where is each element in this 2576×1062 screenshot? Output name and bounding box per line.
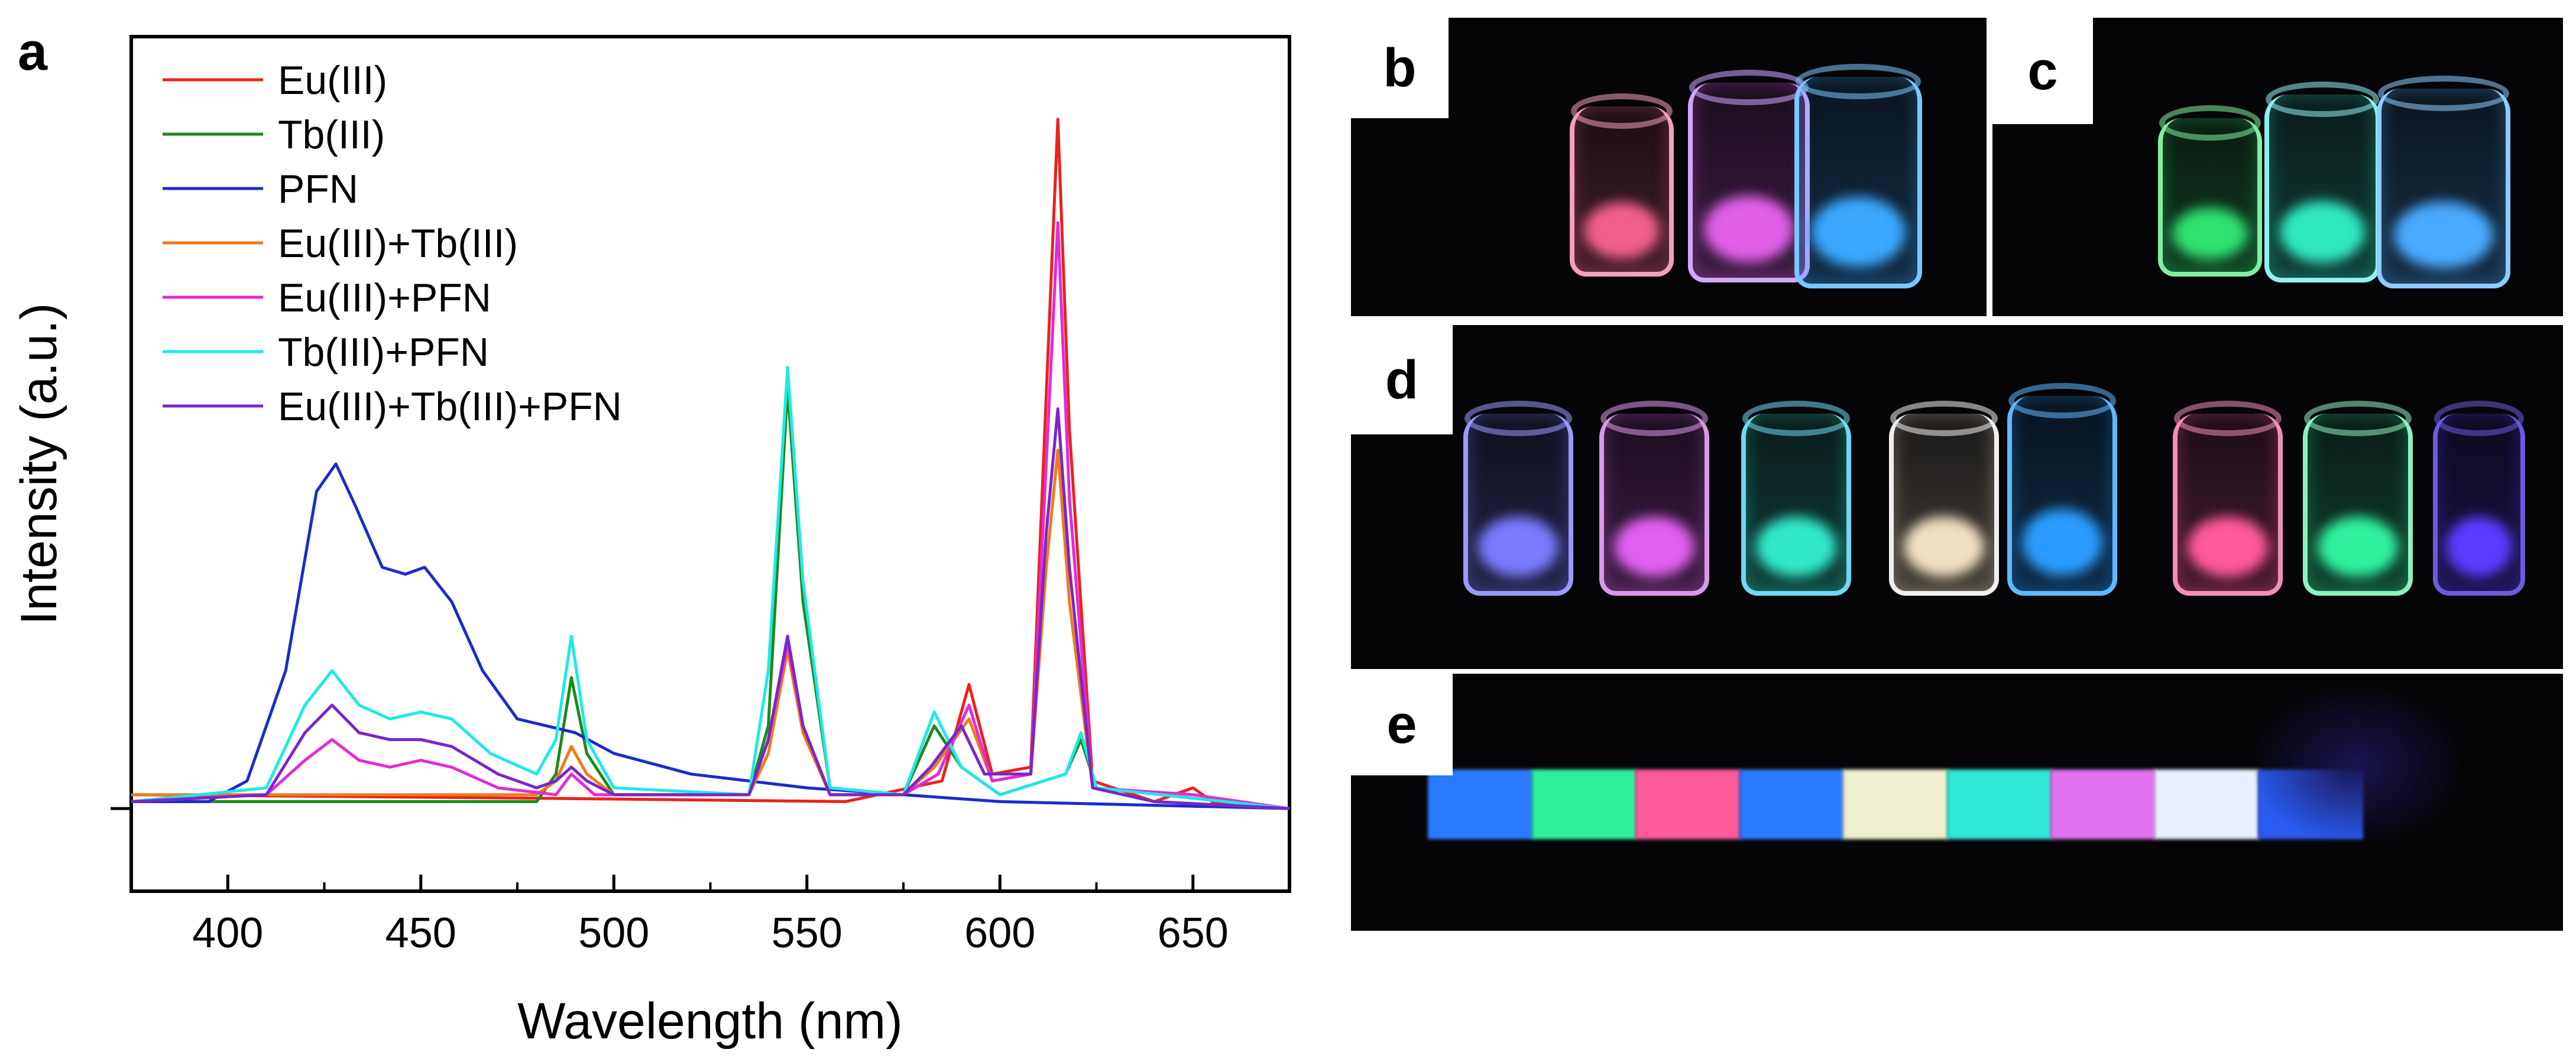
- vial-c-1: [2158, 105, 2262, 277]
- vial-powder: [2172, 207, 2248, 260]
- plot-frame: [129, 35, 1291, 893]
- vial-b-3: [1794, 64, 1922, 288]
- vial-d-7: [2303, 401, 2413, 596]
- vial-b-2: [1688, 70, 1810, 282]
- vial-powder: [1614, 517, 1694, 577]
- strip-spot-1: [1428, 769, 1533, 839]
- series-line-4: [131, 449, 1290, 810]
- panel-label-d: d: [1351, 325, 1453, 434]
- legend-label: Eu(III)+Tb(III): [278, 221, 518, 266]
- photo-panel-d: d: [1351, 325, 2563, 669]
- panel-label-e: e: [1351, 674, 1453, 775]
- vial-d-3: [1741, 401, 1851, 596]
- x-tick-label: 600: [964, 910, 1035, 957]
- vial-d-1: [1463, 401, 1573, 596]
- vial-powder: [2280, 200, 2365, 264]
- vial-powder: [1756, 517, 1836, 577]
- vial-d-2: [1599, 401, 1709, 596]
- strip-spot-4: [1739, 769, 1845, 839]
- series-line-2: [131, 387, 1290, 810]
- x-tick-label: 400: [192, 910, 263, 957]
- vial-b-1: [1570, 93, 1674, 277]
- vial-powder: [2022, 509, 2102, 576]
- panel-label-c: c: [1992, 18, 2093, 124]
- photo-panel-c: c: [1992, 18, 2563, 316]
- x-tick-label: 550: [772, 910, 843, 957]
- legend-label: Tb(III): [278, 112, 385, 157]
- series-line-6: [131, 366, 1290, 810]
- panel-label-a: a: [18, 22, 48, 82]
- strip-spot-5: [1843, 769, 1948, 839]
- legend: Eu(III) Tb(III) PFN Eu(III)+Tb(III) Eu(III)+…: [163, 58, 622, 429]
- photo-panel-e: e: [1351, 674, 2563, 931]
- vial-powder: [2318, 517, 2398, 577]
- vial-d-5: [2007, 383, 2117, 596]
- photo-panel-b: b: [1351, 18, 1987, 316]
- panel-label-b: b: [1351, 18, 1449, 118]
- strip-spot-7: [2050, 769, 2156, 839]
- vial-powder: [1478, 517, 1558, 577]
- legend-label: Eu(III): [278, 58, 387, 103]
- series-layer: [131, 118, 1290, 810]
- x-tick-label: 450: [385, 910, 456, 957]
- vial-powder: [2446, 517, 2512, 577]
- vial-c-2: [2264, 82, 2380, 282]
- series-line-3: [131, 462, 1290, 810]
- x-axis: 400 450 500 550 600 650: [130, 875, 1291, 957]
- vial-d-4: [1889, 401, 1999, 596]
- vial-powder: [1904, 517, 1984, 577]
- legend-label: Eu(III)+PFN: [278, 275, 491, 320]
- strip-spot-3: [1635, 769, 1741, 839]
- x-tick-label: 500: [578, 910, 649, 957]
- emission-spectra-chart: a 400 450 500 550 600 650 Eu(III)Tb(III)PFNEu…: [11, 22, 1291, 1050]
- series-line-7: [131, 407, 1290, 810]
- legend-label: Eu(III)+Tb(III)+PFN: [278, 384, 622, 429]
- vial-d-6: [2173, 401, 2283, 596]
- vial-d-8: [2433, 401, 2525, 596]
- vial-powder: [1704, 196, 1794, 262]
- vial-powder: [2188, 517, 2268, 577]
- strip-spot-8: [2154, 769, 2260, 839]
- test-paper-strip: [1428, 769, 2363, 839]
- y-axis-title: Intensity (a.u.): [11, 303, 67, 625]
- x-tick-label: 650: [1158, 910, 1229, 957]
- legend-label: PFN: [278, 167, 358, 212]
- legend-label: Tb(III)+PFN: [278, 330, 489, 375]
- vial-c-3: [2377, 76, 2510, 288]
- strip-spot-6: [1946, 769, 2052, 839]
- x-axis-title: Wavelength (nm): [517, 993, 903, 1050]
- vial-powder: [2394, 202, 2493, 268]
- strip-spot-2: [1531, 769, 1637, 839]
- vial-powder: [1811, 197, 1906, 267]
- vial-powder: [1584, 202, 1660, 259]
- strip-end-shadow: [2250, 686, 2462, 845]
